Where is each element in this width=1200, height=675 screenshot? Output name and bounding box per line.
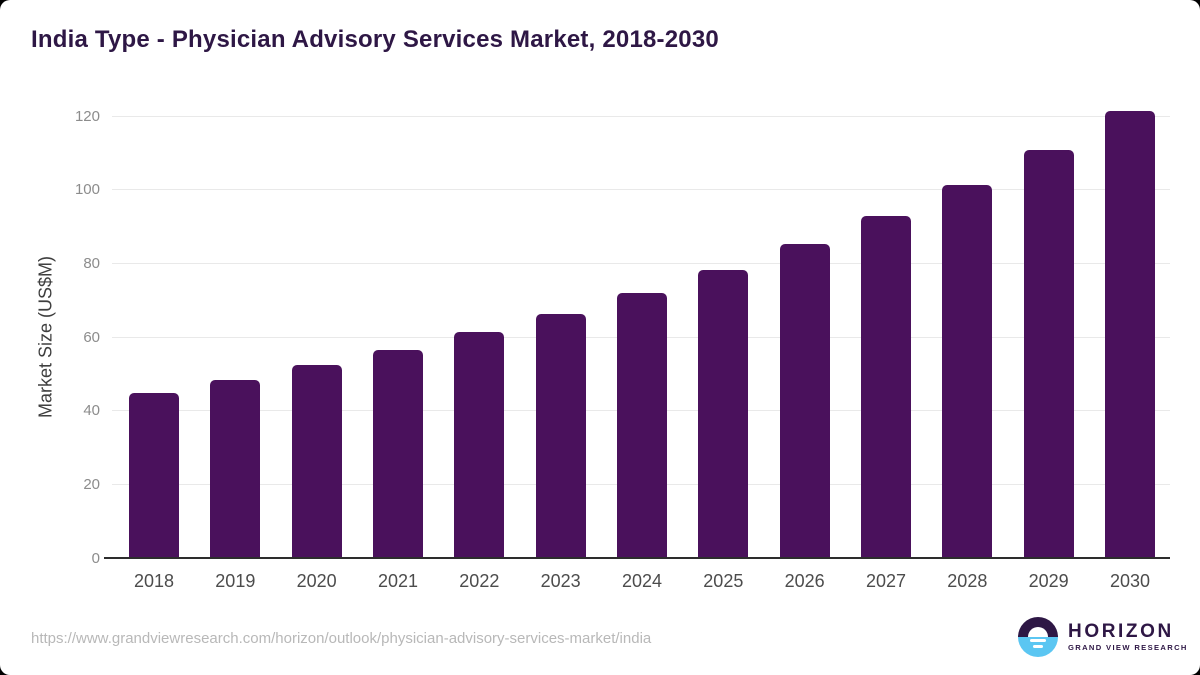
logo-brand: HORIZON (1068, 621, 1174, 642)
y-tick-label: 0 (91, 549, 100, 567)
bar-2023 (535, 313, 586, 558)
bar-2025 (698, 269, 749, 558)
gridline-80 (112, 262, 1170, 264)
logo-subtitle: GRAND VIEW RESEARCH (1068, 643, 1188, 652)
bar-2026 (779, 244, 830, 558)
y-tick-label: 60 (83, 328, 100, 346)
x-tick-label: 2024 (621, 571, 663, 591)
x-tick-label: 2026 (784, 571, 825, 591)
horizon-sun-icon (1018, 617, 1058, 657)
sun-arch-shape (1028, 627, 1048, 637)
x-tick-label: 2030 (1109, 571, 1151, 591)
bar-2028 (942, 184, 993, 558)
reflection-line-icon (1033, 645, 1043, 648)
bar-2024 (617, 292, 667, 558)
gridline-120 (112, 115, 1170, 117)
bar-2030 (1105, 111, 1155, 558)
bar-2018 (129, 392, 179, 558)
y-tick-label: 120 (74, 107, 100, 125)
x-tick-label: 2028 (947, 571, 988, 591)
y-tick-label: 100 (74, 181, 100, 199)
x-tick-label: 2029 (1028, 571, 1069, 591)
x-tick-label: 2027 (865, 571, 907, 591)
x-tick-label: 2025 (703, 571, 744, 591)
x-tick-label: 2019 (215, 571, 256, 591)
horizon-logo: HORIZON GRAND VIEW RESEARCH (1018, 617, 1188, 657)
x-tick-label: 2021 (377, 571, 419, 591)
bar-2027 (861, 215, 911, 558)
x-tick-label: 2022 (459, 571, 500, 591)
bar-2022 (454, 332, 505, 558)
bar-2021 (373, 350, 423, 558)
source-url: https://www.grandviewresearch.com/horizo… (31, 630, 652, 647)
bar-2029 (1023, 149, 1074, 558)
bar-2019 (210, 380, 261, 558)
x-tick-label: 2020 (296, 571, 337, 591)
x-axis-line (104, 557, 1170, 559)
gridline-100 (112, 189, 1170, 191)
chart-title: India Type - Physician Advisory Services… (31, 26, 719, 53)
bar-2020 (291, 364, 342, 558)
logo-text: HORIZON GRAND VIEW RESEARCH (1068, 621, 1188, 653)
y-tick-label: 20 (83, 475, 100, 493)
x-tick-label: 2023 (540, 571, 581, 591)
reflection-line-icon (1030, 639, 1046, 642)
y-tick-label: 80 (83, 254, 100, 272)
y-tick-label: 40 (83, 402, 100, 420)
x-tick-label: 2018 (133, 571, 175, 591)
